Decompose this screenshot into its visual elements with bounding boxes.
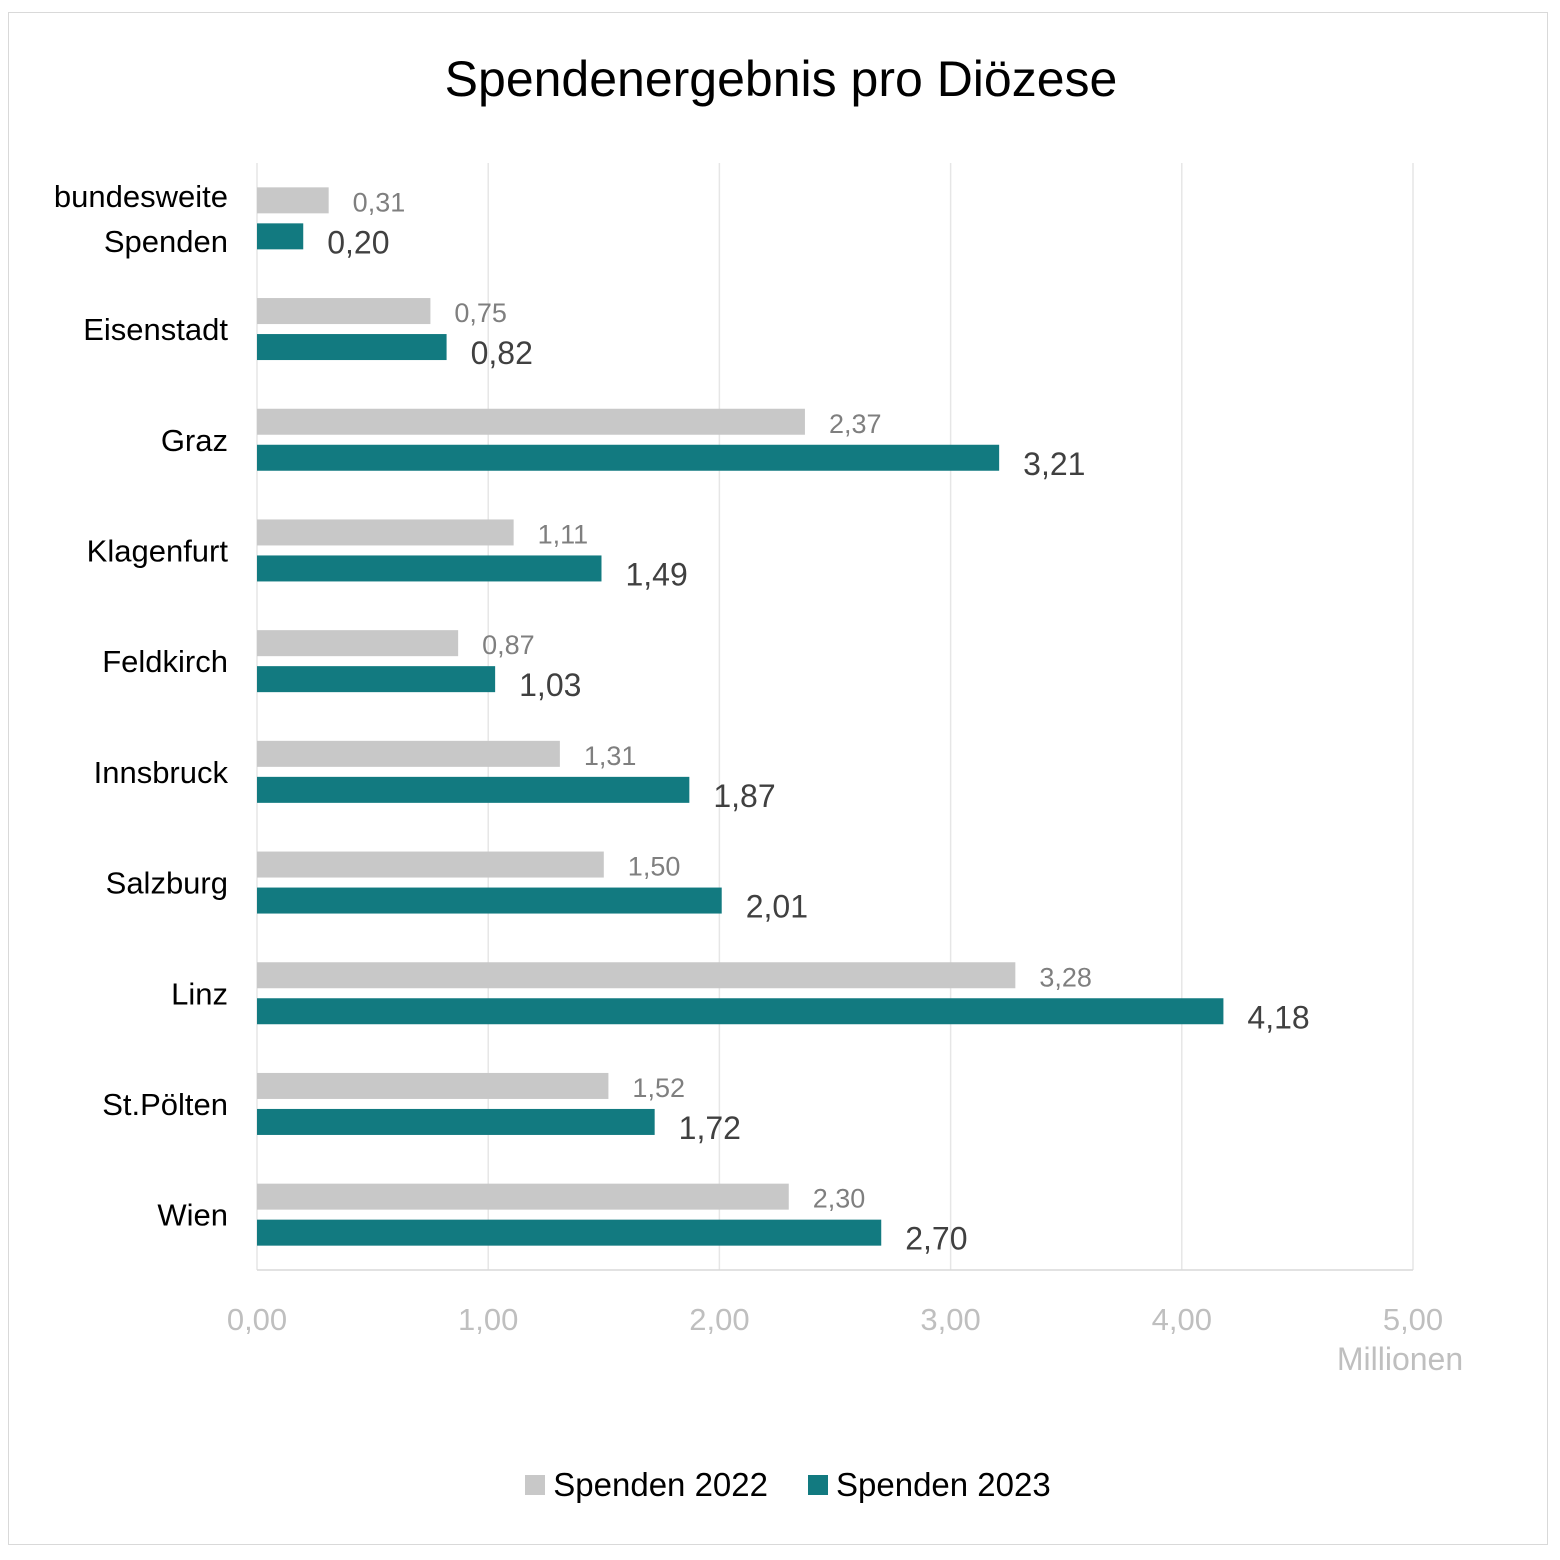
bar-spenden-2023	[257, 887, 722, 914]
legend-item-2022[interactable]: Spenden 2022	[525, 1466, 768, 1504]
legend-swatch-2023	[808, 1475, 828, 1495]
bar-spenden-2022	[257, 1183, 789, 1210]
data-label: 1,49	[625, 556, 687, 592]
category-label: Eisenstadt	[83, 312, 228, 347]
x-tick-label: 4,00	[1152, 1302, 1212, 1337]
bar-spenden-2022	[257, 519, 514, 546]
bar-spenden-2022	[257, 1072, 609, 1099]
category-label: Graz	[161, 423, 228, 458]
x-tick-label: 0,00	[227, 1302, 287, 1337]
bar-spenden-2023	[257, 334, 447, 361]
category-label: bundesweite	[54, 179, 228, 214]
legend-swatch-2022	[525, 1475, 546, 1495]
data-label: 1,50	[628, 852, 681, 882]
bar-spenden-2022	[257, 962, 1016, 989]
category-label: Klagenfurt	[87, 533, 229, 568]
data-label: 2,37	[829, 409, 882, 439]
bar-spenden-2023	[257, 223, 304, 250]
data-label: 0,75	[454, 298, 507, 328]
legend-item-2023[interactable]: Spenden 2023	[808, 1466, 1051, 1504]
data-label: 0,31	[353, 187, 406, 217]
bar-spenden-2023	[257, 998, 1224, 1025]
data-label: 3,28	[1039, 962, 1092, 992]
category-label: Spenden	[104, 224, 228, 259]
bar-spenden-2023	[257, 1219, 882, 1246]
category-label: St.Pölten	[102, 1087, 228, 1122]
data-label: 1,72	[679, 1110, 741, 1146]
bar-spenden-2022	[257, 851, 604, 878]
legend-label-2023: Spenden 2023	[836, 1466, 1051, 1503]
category-label: Salzburg	[106, 866, 228, 901]
bar-spenden-2023	[257, 444, 1000, 471]
data-label: 0,20	[327, 224, 389, 260]
data-label: 1,52	[632, 1073, 685, 1103]
category-label: Innsbruck	[94, 755, 229, 790]
legend: Spenden 2022 Spenden 2023	[0, 1466, 1560, 1504]
data-label: 3,21	[1023, 446, 1085, 482]
bar-spenden-2022	[257, 630, 459, 657]
data-label: 0,82	[471, 335, 533, 371]
bar-spenden-2022	[257, 408, 805, 435]
data-label: 2,70	[905, 1221, 967, 1257]
legend-label-2022: Spenden 2022	[553, 1466, 768, 1503]
x-tick-label: 3,00	[920, 1302, 980, 1337]
data-label: 2,30	[813, 1184, 866, 1214]
bar-spenden-2022	[257, 740, 560, 767]
data-label: 1,31	[584, 741, 637, 771]
data-label: 1,03	[519, 667, 581, 703]
bar-spenden-2023	[257, 776, 690, 803]
chart-title: Spendenergebnis pro Diözese	[444, 51, 1118, 107]
data-label: 1,87	[713, 778, 775, 814]
category-label: Wien	[157, 1198, 228, 1233]
data-label: 2,01	[746, 889, 808, 925]
bar-spenden-2023	[257, 1108, 655, 1135]
x-unit-label: Millionen	[1337, 1341, 1463, 1377]
x-tick-label: 1,00	[458, 1302, 518, 1337]
x-tick-label: 5,00	[1383, 1302, 1443, 1337]
data-label: 4,18	[1247, 999, 1309, 1035]
bar-spenden-2023	[257, 555, 602, 582]
category-label: Feldkirch	[102, 644, 228, 679]
bar-spenden-2022	[257, 298, 431, 325]
bar-spenden-2022	[257, 187, 329, 214]
category-label: Linz	[171, 976, 228, 1011]
bar-spenden-2023	[257, 666, 496, 693]
data-label: 1,11	[538, 519, 589, 549]
data-label: 0,87	[482, 630, 535, 660]
x-tick-label: 2,00	[689, 1302, 749, 1337]
